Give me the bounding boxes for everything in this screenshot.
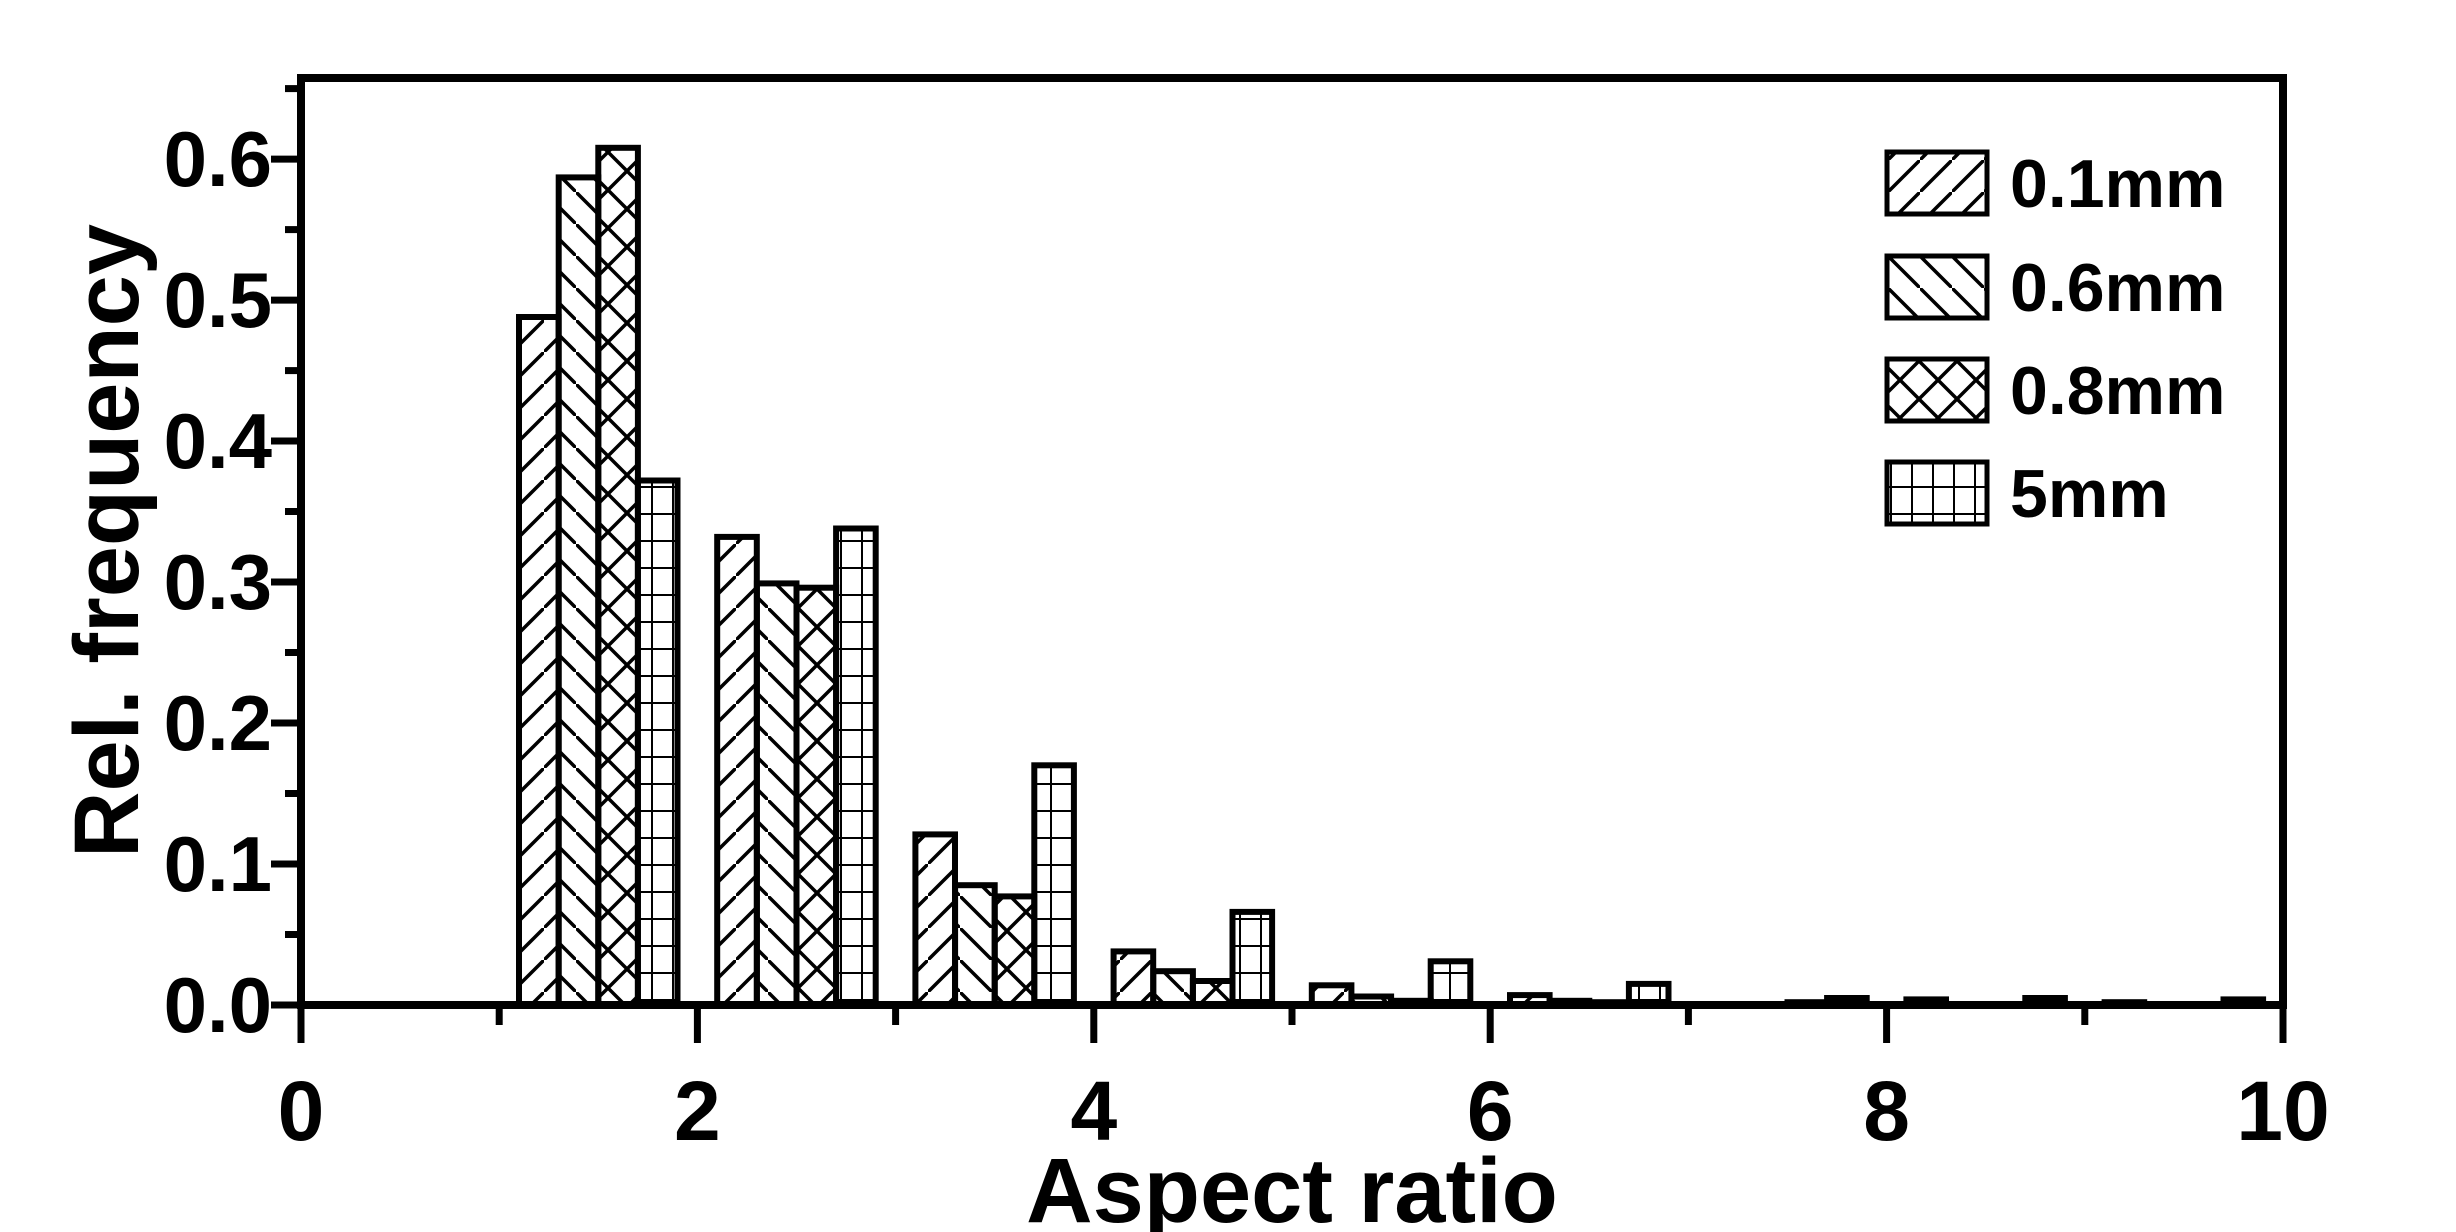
legend-entry-5mm: 5mm	[1884, 456, 2169, 532]
legend-label-0.8mm: 0.8mm	[2010, 353, 2225, 429]
bar-5mm-bin-1	[634, 477, 681, 1008]
bar-0.8mm-bin-3	[991, 893, 1038, 1009]
y-tick-label-0.3: 0.3	[164, 538, 272, 626]
bar-0.8mm-bin-1	[595, 144, 641, 1009]
bar-5mm-bin-5	[1427, 958, 1474, 1008]
bars-layer	[516, 144, 2267, 1009]
x-tick-label-10: 10	[2236, 1064, 2329, 1158]
bar-5mm-bin-4	[1229, 908, 1276, 1009]
x-axis-title: Aspect ratio	[1026, 1140, 1558, 1232]
x-tick-label-2: 2	[674, 1064, 721, 1158]
y-axis-title: Rel. frequency	[56, 224, 158, 858]
y-tick-label-0.1: 0.1	[164, 820, 272, 908]
legend-swatch-diagonal-forward-icon	[1884, 149, 1990, 217]
bar-0.1mm-bin-4	[1110, 948, 1157, 1009]
x-tick-label-4: 4	[1070, 1064, 1117, 1158]
y-tick-label-0.6: 0.6	[164, 115, 272, 203]
tick-labels: 0 2 4 6 8 10 0.0 0.1 0.2 0.3 0.4 0.5 0.6	[164, 115, 2330, 1158]
legend-label-5mm: 5mm	[2010, 456, 2169, 532]
legend-entry-0.8mm: 0.8mm	[1884, 353, 2225, 429]
bar-0.6mm-bin-3	[952, 882, 998, 1009]
bar-0.1mm-bin-1	[516, 314, 562, 1008]
legend-swatch-cross-icon	[1884, 356, 1990, 424]
legend: 0.1mm 0.6mm 0.8mm 5mm	[1884, 146, 2225, 532]
y-tick-label-0.0: 0.0	[164, 961, 272, 1049]
legend-swatch-diagonal-backward-icon	[1884, 253, 1990, 321]
bar-0.1mm-bin-3	[912, 831, 959, 1009]
x-tick-label-0: 0	[278, 1064, 325, 1158]
legend-label-0.6mm: 0.6mm	[2010, 250, 2225, 326]
bar-5mm-bin-3	[1031, 762, 1077, 1008]
bar-0.8mm-bin-2	[793, 584, 840, 1008]
y-tick-label-0.2: 0.2	[164, 679, 272, 767]
x-tick-label-8: 8	[1863, 1064, 1910, 1158]
bar-0.6mm-bin-2	[753, 580, 800, 1009]
bar-0.6mm-bin-1	[555, 174, 602, 1008]
bar-0.1mm-bin-2	[714, 533, 760, 1009]
axis-ticks	[271, 85, 2287, 1043]
bar-5mm-bin-2	[833, 525, 879, 1008]
legend-label-0.1mm: 0.1mm	[2010, 146, 2225, 222]
bar-0.6mm-bin-4	[1150, 968, 1196, 1009]
y-tick-label-0.4: 0.4	[164, 397, 272, 485]
y-tick-label-0.5: 0.5	[164, 256, 272, 344]
legend-entry-0.1mm: 0.1mm	[1884, 146, 2225, 222]
x-tick-label-6: 6	[1467, 1064, 1514, 1158]
legend-swatch-grid-icon	[1884, 459, 1990, 527]
legend-entry-0.6mm: 0.6mm	[1884, 250, 2225, 326]
